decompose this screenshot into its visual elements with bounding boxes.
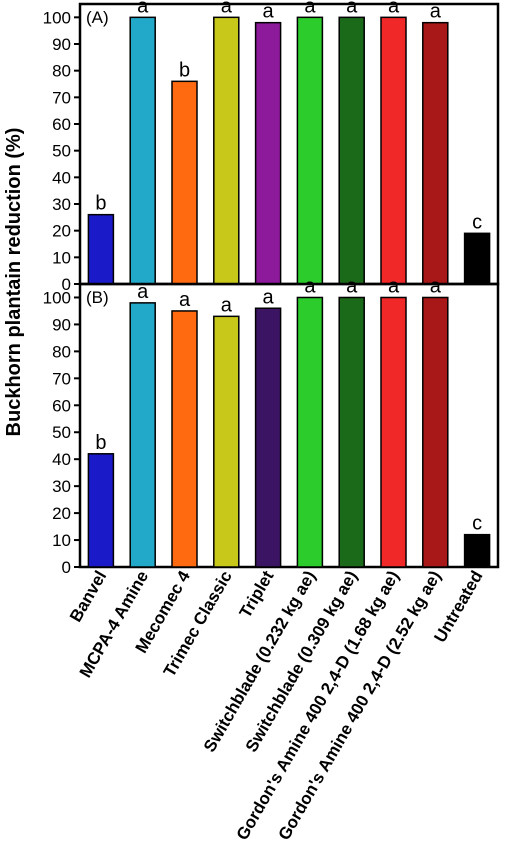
- y-tick-label: 70: [52, 88, 71, 107]
- panel-label: (A): [86, 8, 109, 27]
- y-tick-label: 30: [52, 477, 71, 496]
- y-tick-label: 10: [52, 248, 71, 267]
- significance-letter: c: [472, 211, 482, 233]
- bar: [129, 16, 156, 285]
- bar: [296, 296, 324, 568]
- significance-letter: a: [304, 0, 316, 17]
- bar: [296, 16, 324, 285]
- y-tick-label: 90: [52, 315, 71, 334]
- panel-a: 0 10 20 30 40 50 60 70 80 90 100 (A) b a b a a a a a a c: [43, 0, 500, 294]
- bar: [422, 296, 449, 568]
- y-tick-label: 100: [43, 8, 71, 27]
- bar: [254, 21, 282, 285]
- significance-letter: b: [95, 193, 106, 215]
- bar: [463, 533, 491, 568]
- significance-letter: a: [430, 1, 442, 23]
- significance-letter: a: [388, 0, 400, 17]
- x-category-label: Triplet: [236, 567, 278, 621]
- significance-letter: c: [472, 513, 482, 535]
- significance-letter: a: [263, 286, 275, 308]
- significance-letter: a: [137, 0, 149, 17]
- bar: [129, 302, 156, 568]
- significance-letter: a: [430, 275, 442, 297]
- y-tick-label: 10: [52, 531, 71, 550]
- significance-letter: b: [95, 432, 106, 454]
- significance-letter: b: [179, 59, 190, 81]
- y-axis-title: Buckhorn plantain reduction (%): [3, 128, 25, 437]
- y-tick-label: 100: [43, 288, 71, 307]
- plot-frame: [78, 282, 500, 569]
- y-tick-label: 20: [52, 222, 71, 241]
- bar: [254, 307, 282, 568]
- significance-letter: a: [137, 281, 149, 303]
- x-category-label: Banvel: [66, 568, 110, 626]
- y-tick-label: 80: [52, 342, 71, 361]
- significance-letter: a: [221, 0, 233, 17]
- bar: [463, 232, 491, 285]
- y-tick-label: 20: [52, 504, 71, 523]
- bar: [338, 296, 365, 568]
- bar: [87, 453, 115, 568]
- bar: [213, 16, 240, 285]
- y-tick-label: 70: [52, 369, 71, 388]
- bar: [213, 315, 240, 568]
- y-tick-label: 60: [52, 396, 71, 415]
- y-tick-label: 40: [52, 450, 71, 469]
- y-tick-label: 40: [52, 168, 71, 187]
- y-tick-label: 0: [62, 275, 71, 294]
- bar: [171, 310, 198, 568]
- y-tick-label: 30: [52, 195, 71, 214]
- bar: [338, 16, 365, 285]
- y-tick-label: 0: [62, 558, 71, 577]
- significance-letter: a: [263, 1, 275, 23]
- panel-b: 0 10 20 30 40 50 60 70 80 90 100 (B) b a a a a a a a a c: [43, 275, 500, 577]
- bar: [171, 80, 198, 285]
- significance-letter: a: [346, 275, 358, 297]
- y-tick-label: 90: [52, 35, 71, 54]
- bar: [87, 213, 115, 285]
- chart-panels: 0 10 20 30 40 50 60 70 80 90 100 (A) b a b a a a a a a c 0 10 20…: [43, 0, 500, 577]
- significance-letter: a: [179, 289, 191, 311]
- y-tick-label: 50: [52, 142, 71, 161]
- bar: [380, 16, 407, 285]
- y-tick-label: 50: [52, 423, 71, 442]
- y-tick-label: 60: [52, 115, 71, 134]
- panel-label: (B): [86, 288, 109, 307]
- y-tick-label: 80: [52, 62, 71, 81]
- bar: [422, 21, 449, 285]
- significance-letter: a: [346, 0, 358, 17]
- significance-letter: a: [304, 275, 316, 297]
- bar: [380, 296, 407, 568]
- significance-letter: a: [221, 294, 233, 316]
- significance-letter: a: [388, 275, 400, 297]
